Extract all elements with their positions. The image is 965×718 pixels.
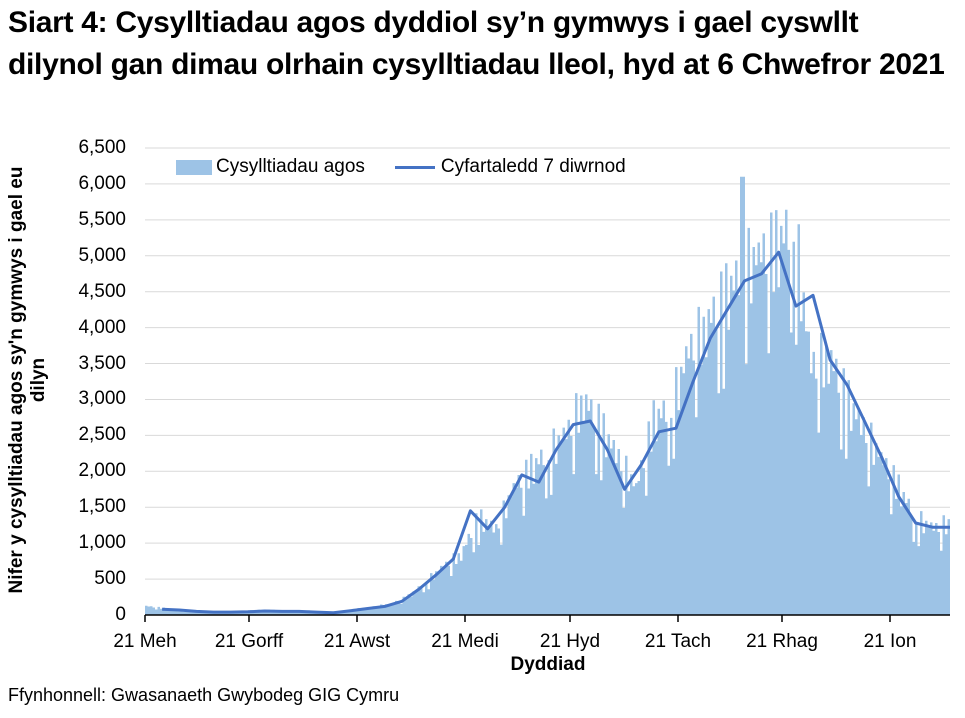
x-tick-label: 21 Rhag bbox=[746, 631, 818, 652]
y-tick-label: 4,000 bbox=[78, 316, 126, 338]
y-tick-label: 5,000 bbox=[78, 244, 126, 266]
y-tick-label: 6,000 bbox=[78, 172, 126, 194]
y-tick-label: 4,500 bbox=[78, 280, 126, 302]
x-tick-label: 21 Gorff bbox=[214, 631, 284, 652]
x-tick-label: 21 Hyd bbox=[539, 631, 601, 652]
source-note: Ffynhonnell: Gwasanaeth Gwybodeg GIG Cym… bbox=[8, 685, 400, 705]
line-series-cyfartaledd-7-diwrnod bbox=[162, 250, 950, 615]
legend-bar-swatch bbox=[176, 159, 212, 175]
x-tick-label: 21 Meh bbox=[113, 631, 177, 652]
x-axis bbox=[144, 614, 950, 622]
y-tick-label: 1,000 bbox=[78, 532, 126, 554]
x-axis-label: Dyddiad bbox=[510, 654, 586, 675]
y-tick-label: 3,500 bbox=[78, 352, 126, 374]
x-tick-label: 21 Tach bbox=[644, 631, 712, 652]
y-tick-label: 6,500 bbox=[78, 137, 126, 158]
bar-series-cysylltiadau-agos bbox=[145, 176, 950, 615]
chart-title: Siart 4: Cysylltiadau agos dyddiol sy’n … bbox=[8, 6, 945, 81]
y-tick-label: 1,500 bbox=[78, 496, 126, 518]
x-tick-label: 21 Ion bbox=[863, 631, 917, 652]
y-tick-label: 5,500 bbox=[78, 208, 126, 230]
y-tick-label: 500 bbox=[94, 568, 126, 590]
y-tick-label: 2,000 bbox=[78, 460, 126, 482]
x-tick-label: 21 Awst bbox=[323, 631, 391, 652]
y-tick-label: 2,500 bbox=[78, 424, 126, 446]
y-tick-label: 3,000 bbox=[78, 388, 126, 410]
y-tick-label: 0 bbox=[115, 604, 126, 625]
legend-line-swatch bbox=[394, 165, 435, 169]
legend-bar-label: Cysylltiadau agos bbox=[216, 156, 365, 177]
x-tick-label: 21 Medi bbox=[431, 631, 499, 652]
legend: Cysylltiadau agos Cyfartaledd 7 diwrnod bbox=[176, 156, 626, 178]
legend-line-label: Cyfartaledd 7 diwrnod bbox=[440, 156, 626, 177]
